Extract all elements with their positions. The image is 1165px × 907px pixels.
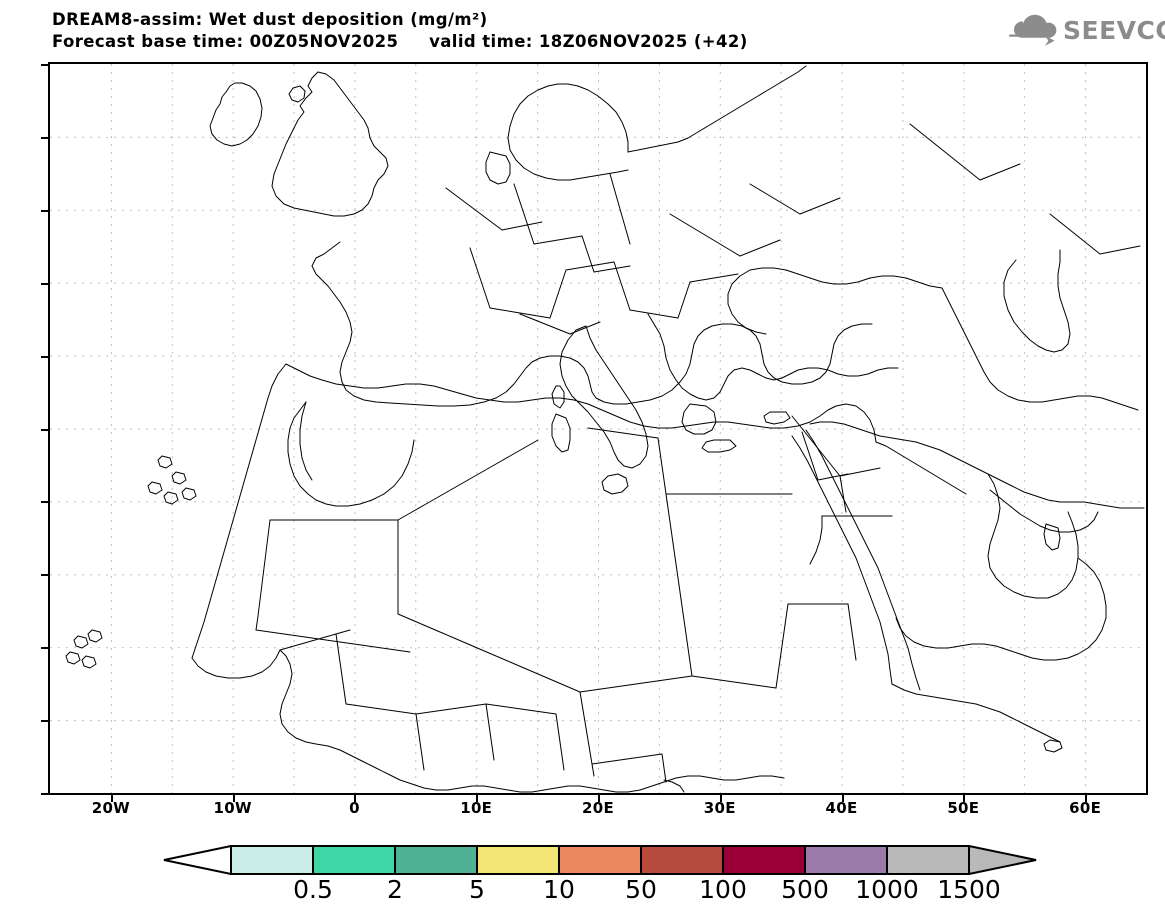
header: DREAM8-assim: Wet dust deposition (mg/m²…	[0, 0, 1165, 60]
colorbar-segment	[476, 845, 560, 875]
y-axis-tick	[41, 209, 50, 212]
x-axis-tick	[354, 793, 357, 802]
colorbar-segment	[230, 845, 314, 875]
x-axis-tick	[232, 793, 235, 802]
x-axis-label: 30E	[703, 799, 736, 817]
y-axis-tick	[41, 64, 50, 66]
colorbar-segment	[558, 845, 642, 875]
y-axis-tick	[41, 720, 50, 723]
map-plot-area	[41, 62, 1148, 802]
x-axis-label: 50E	[947, 799, 980, 817]
y-axis-tick	[41, 501, 50, 504]
x-axis-label: 20W	[91, 799, 131, 817]
logo-text: SEEVCCC	[1063, 16, 1165, 45]
colorbar-segment	[886, 845, 970, 875]
colorbar-label: 5	[469, 875, 485, 904]
colorbar-label: 10	[543, 875, 575, 904]
colorbar-svg	[163, 845, 1037, 875]
x-axis-tick	[963, 793, 966, 802]
x-axis-label: 10E	[460, 799, 493, 817]
y-axis-tick	[41, 647, 50, 650]
y-axis-tick	[41, 428, 50, 431]
x-axis-label: 40E	[825, 799, 858, 817]
seevccc-logo: SEEVCCC	[1005, 14, 1165, 48]
x-axis-tick	[598, 793, 600, 802]
x-axis-tick	[841, 793, 844, 802]
colorbar-segment	[394, 845, 478, 875]
x-axis-tick	[1085, 793, 1088, 802]
colorbar-label: 2	[387, 875, 403, 904]
colorbar-label: 50	[625, 875, 657, 904]
forecast-time-subtitle: Forecast base time: 00Z05NOV2025 valid t…	[52, 32, 748, 51]
colorbar-segment	[312, 845, 396, 875]
x-axis-label: 20E	[581, 799, 615, 817]
colorbar-label: 0.5	[293, 875, 333, 904]
y-axis-tick	[41, 793, 50, 795]
colorbar-label: 1000	[855, 875, 919, 904]
y-axis-tick	[41, 136, 50, 139]
colorbar-segment	[722, 845, 806, 875]
colorbar: 0.5 2 5 10 50 100 500 1000 1500	[0, 840, 1165, 904]
x-axis-tick	[719, 793, 722, 802]
x-axis-label: 60E	[1069, 799, 1102, 817]
colorbar-right-arrow	[968, 845, 1037, 875]
y-axis-tick	[41, 282, 50, 285]
colorbar-label: 1500	[937, 875, 1001, 904]
x-axis-tick	[110, 793, 113, 802]
page-title: DREAM8-assim: Wet dust deposition (mg/m²…	[52, 10, 488, 29]
x-axis-label: 10W	[213, 799, 252, 817]
cloud-icon	[1008, 14, 1057, 46]
colorbar-label: 500	[781, 875, 829, 904]
x-axis-tick	[476, 793, 479, 802]
colorbar-label: 100	[699, 875, 747, 904]
colorbar-left-arrow	[163, 845, 232, 875]
colorbar-swatches	[163, 845, 1037, 875]
map-coastlines	[65, 65, 1145, 793]
y-axis-tick	[41, 355, 50, 358]
y-axis-tick	[41, 574, 50, 577]
colorbar-segment	[804, 845, 888, 875]
colorbar-segment	[640, 845, 724, 875]
x-axis-label: 0	[349, 799, 360, 817]
